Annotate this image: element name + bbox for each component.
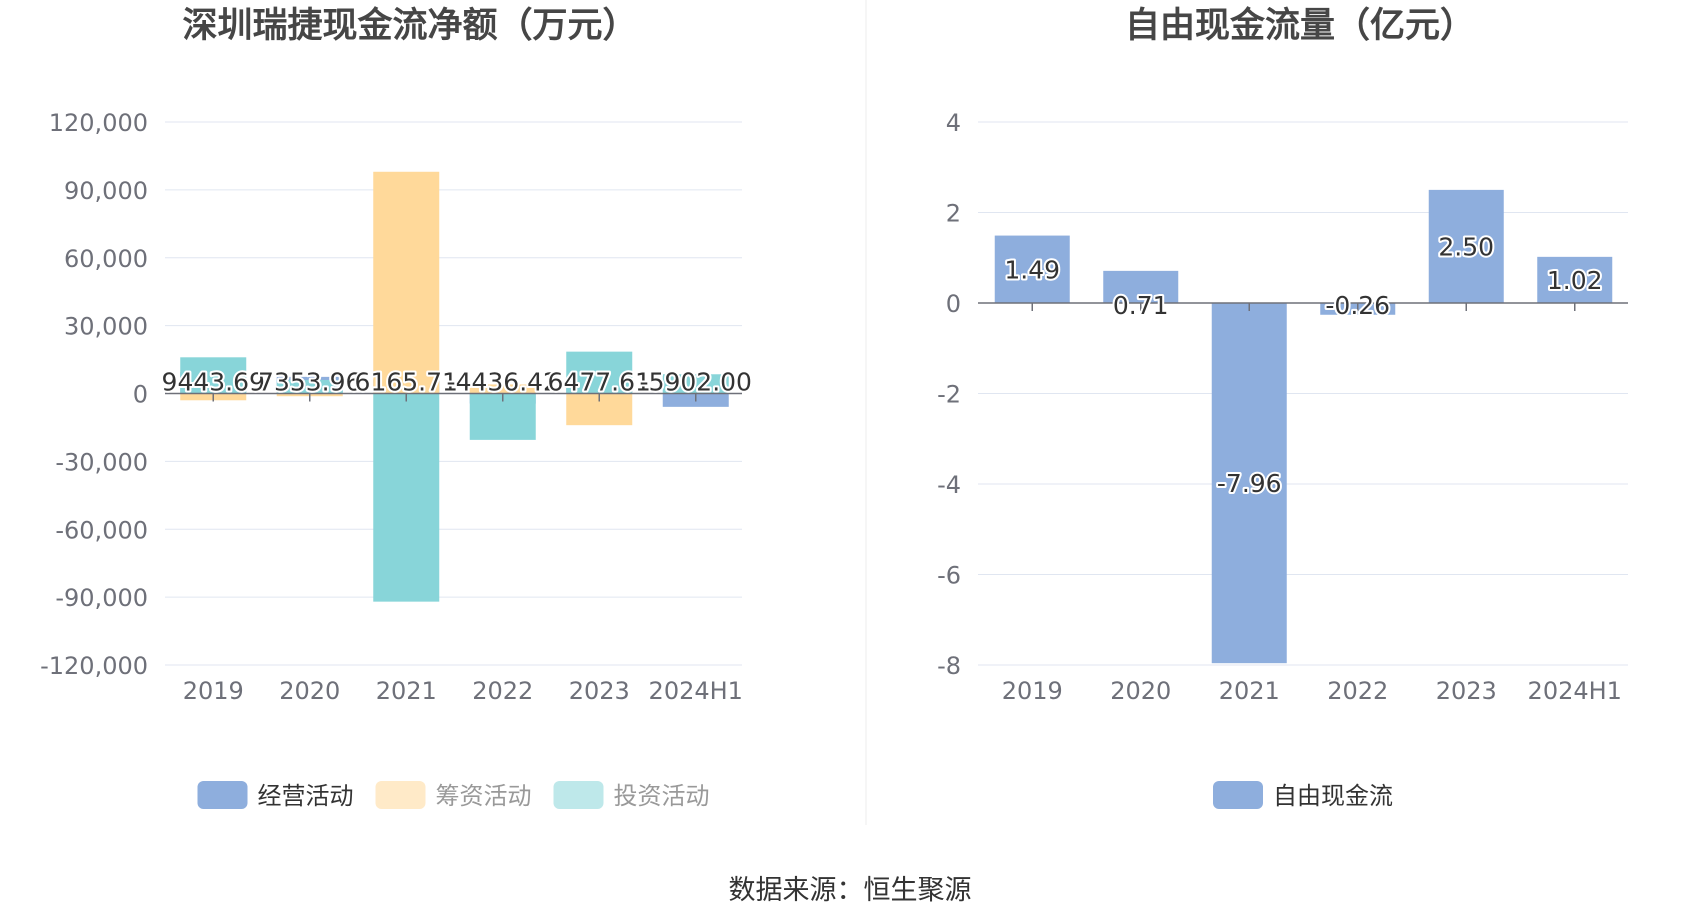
data-label: -5902.00	[640, 368, 752, 397]
source-note: 数据来源：恒生聚源	[728, 875, 972, 906]
y-tick-label: -8	[937, 652, 961, 680]
chart-2: 自由现金流量（亿元） 4 2 0 -2 -4 -6 -8 2019 2020 2021 2022 202…	[937, 5, 1628, 810]
bar-自由现金流	[1428, 189, 1504, 303]
y-tick-label: 60,000	[64, 245, 148, 273]
legend-label: 自由现金流	[1273, 782, 1393, 810]
y-tick-label: -60,000	[55, 516, 148, 544]
chart-title: 深圳瑞捷现金流净额（万元）	[182, 5, 637, 46]
data-label: 0.71	[1113, 291, 1169, 320]
y-tick-label: 2	[946, 200, 961, 228]
bar-自由现金流	[1537, 256, 1613, 303]
y-tick-label: -120,000	[40, 652, 148, 680]
x-tick-label: 2020	[279, 677, 340, 705]
y-tick-label: -30,000	[55, 448, 148, 476]
legend-label: 筹资活动	[436, 782, 532, 810]
x-tick-label: 2019	[183, 677, 244, 705]
data-label: 6477.61	[548, 368, 651, 397]
data-label: 9443.69	[162, 368, 265, 397]
y-tick-label: 4	[946, 109, 961, 137]
bar-自由现金流	[1211, 303, 1287, 664]
bar-投资活动	[180, 357, 247, 394]
y-tick-label: -6	[937, 562, 961, 590]
bar-投资活动	[662, 374, 729, 394]
data-label: 1.02	[1547, 266, 1603, 295]
legend-label: 经营活动	[258, 782, 354, 810]
y-tick-label: 120,000	[49, 109, 148, 137]
data-label: 6165.71	[355, 368, 458, 397]
data-label: 7353.96	[258, 368, 361, 397]
legend-swatch	[197, 781, 248, 809]
y-tick-label: 0	[946, 290, 961, 318]
bar-投资活动	[566, 351, 633, 394]
y-tick-label: 30,000	[64, 313, 148, 341]
x-tick-label: 2023	[569, 677, 630, 705]
legend-swatch	[553, 781, 604, 809]
data-label: -7.96	[1217, 469, 1282, 498]
legend-swatch	[375, 781, 426, 809]
y-tick-label: -2	[937, 381, 961, 409]
y-tick-label: 90,000	[64, 177, 148, 205]
x-tick-label: 2021	[1219, 677, 1280, 705]
x-tick-label: 2024H1	[649, 677, 743, 705]
bar-投资活动	[276, 379, 343, 394]
data-label: 2.50	[1438, 232, 1494, 261]
x-tick-label: 2022	[1327, 677, 1388, 705]
y-tick-label: -90,000	[55, 584, 148, 612]
chart-title: 自由现金流量（亿元）	[1125, 5, 1475, 46]
bar-筹资活动	[373, 171, 440, 394]
chart-1: 深圳瑞捷现金流净额（万元） 120,000 90,000 60,000 30,000 0 -…	[40, 5, 754, 810]
y-tick-label: -4	[937, 471, 961, 499]
legend-label: 投资活动	[614, 782, 710, 810]
data-label: -4436.42	[447, 368, 559, 397]
data-label: -0.26	[1325, 291, 1390, 320]
legend-swatch	[1213, 781, 1263, 809]
x-tick-label: 2022	[472, 677, 533, 705]
x-tick-label: 2024H1	[1528, 677, 1622, 705]
x-tick-label: 2020	[1110, 677, 1171, 705]
data-label: 1.49	[1004, 255, 1060, 284]
bar-投资活动	[373, 393, 440, 602]
x-tick-label: 2021	[376, 677, 437, 705]
y-tick-label: 0	[133, 381, 148, 409]
x-tick-label: 2023	[1436, 677, 1497, 705]
bar-筹资活动	[469, 384, 536, 394]
bar-自由现金流	[994, 235, 1070, 303]
bar-自由现金流	[1103, 270, 1179, 303]
x-tick-label: 2019	[1002, 677, 1063, 705]
